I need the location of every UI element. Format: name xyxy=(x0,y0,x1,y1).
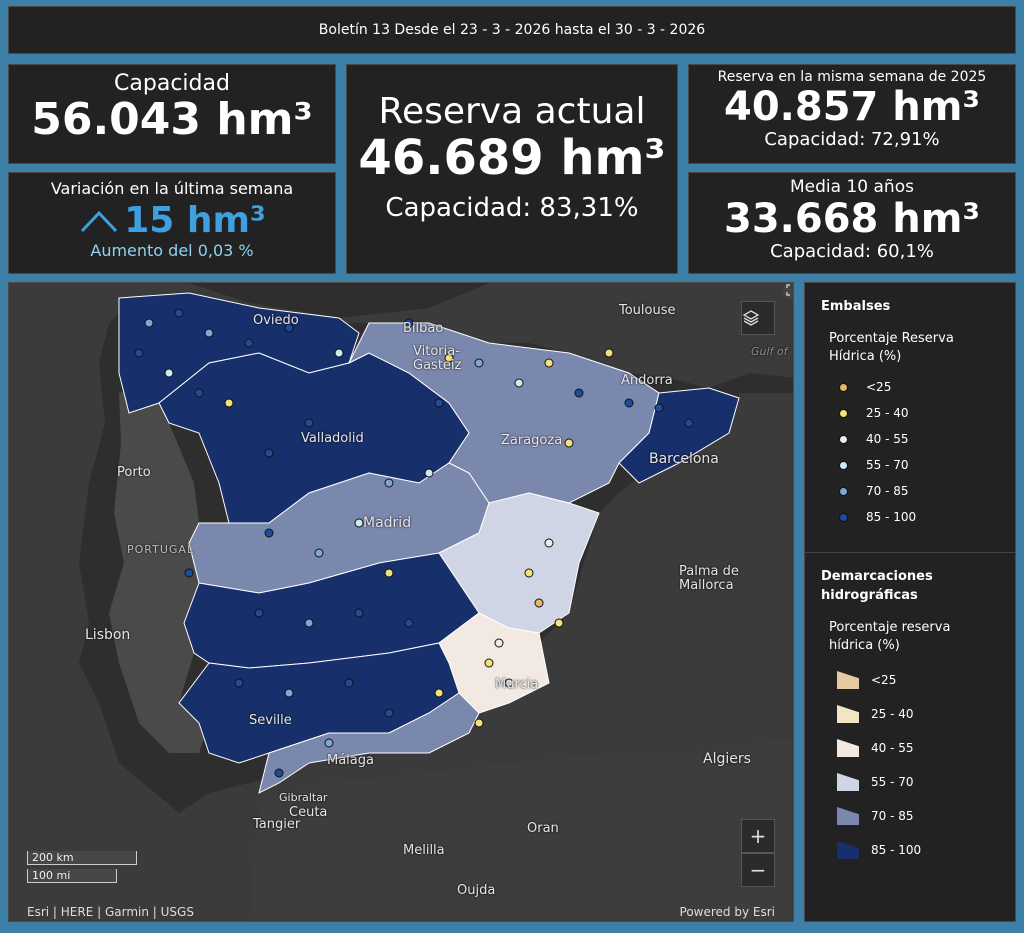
label-melilla: Melilla xyxy=(403,843,445,858)
label-valladolid: Valladolid xyxy=(301,431,364,446)
label-lisbon: Lisbon xyxy=(85,627,131,643)
last-year-value: 40.857 hm³ xyxy=(724,84,980,130)
label-gibraltar: Gibraltar xyxy=(279,791,328,804)
chevron-up-icon xyxy=(81,210,118,232)
legend-reservoir-item: 25 - 40 xyxy=(839,400,1015,426)
variation-card: Variación en la última semana 15 hm³ Aum… xyxy=(8,172,336,274)
label-oran: Oran xyxy=(527,821,559,836)
powered-by[interactable]: Powered by Esri xyxy=(679,905,775,919)
map-canvas[interactable] xyxy=(9,283,794,922)
capacity-value: 56.043 hm³ xyxy=(31,94,313,145)
legend-basin-item: 70 - 85 xyxy=(837,799,1015,833)
label-barcelona: Barcelona xyxy=(649,451,719,467)
variation-sub: Aumento del 0,03 % xyxy=(90,241,254,260)
legend-reservoir-item: 85 - 100 xyxy=(839,504,1015,530)
label-seville: Seville xyxy=(249,713,292,728)
scale-bar-km: 200 km xyxy=(27,851,137,865)
expand-button[interactable] xyxy=(783,283,793,299)
label-murcia: Murcia xyxy=(495,677,539,692)
average-10y-card: Media 10 años 33.668 hm³ Capacidad: 60,1… xyxy=(688,172,1016,274)
label-palma: Palma de Mallorca xyxy=(679,564,739,593)
layers-icon xyxy=(742,310,760,326)
zoom-out-button[interactable]: − xyxy=(741,853,775,887)
label-porto: Porto xyxy=(117,465,151,480)
legend-reservoir-item: 40 - 55 xyxy=(839,426,1015,452)
label-andorra: Andorra xyxy=(621,373,673,388)
current-reserve-value: 46.689 hm³ xyxy=(358,130,666,186)
average-10y-label: Media 10 años xyxy=(790,177,914,197)
map-legend: Embalses Porcentaje Reserva Hídrica (%) … xyxy=(804,282,1016,922)
current-reserve-capacity: Capacidad: 83,31% xyxy=(385,192,639,223)
legend-reservoir-item: <25 xyxy=(839,374,1015,400)
label-tangier: Tangier xyxy=(253,817,301,832)
capacity-label: Capacidad xyxy=(114,71,230,96)
label-toulouse: Toulouse xyxy=(619,303,676,318)
label-ceuta: Ceuta xyxy=(289,805,328,820)
legend-reservoir-item: 55 - 70 xyxy=(839,452,1015,478)
last-year-card: Reserva en la misma semana de 2025 40.85… xyxy=(688,64,1016,164)
label-oviedo: Oviedo xyxy=(253,313,299,328)
legend-basins-title: Demarcaciones hidrográficas xyxy=(821,569,933,603)
expand-icon xyxy=(786,284,790,296)
legend-basin-item: 55 - 70 xyxy=(837,765,1015,799)
label-portugal: PORTUGAL xyxy=(127,543,195,556)
average-10y-capacity: Capacidad: 60,1% xyxy=(770,241,934,262)
legend-basin-item: 85 - 100 xyxy=(837,833,1015,867)
reservoir-map[interactable]: Oviedo Bilbao Vitoria- Gasteiz Toulouse … xyxy=(8,282,794,922)
current-reserve-label: Reserva actual xyxy=(378,91,646,132)
variation-value: 15 hm³ xyxy=(124,200,266,241)
legend-reservoirs-title: Embalses xyxy=(821,299,891,314)
legend-basin-item: <25 xyxy=(837,663,1015,697)
label-malaga: Málaga xyxy=(327,753,374,768)
legend-basins-subtitle: Porcentaje reserva hídrica (%) xyxy=(829,620,951,653)
layers-button[interactable] xyxy=(741,301,775,335)
legend-basin-item: 40 - 55 xyxy=(837,731,1015,765)
map-attribution[interactable]: Esri | HERE | Garmin | USGS xyxy=(27,905,194,919)
label-zaragoza: Zaragoza xyxy=(501,433,563,448)
label-vitoria: Vitoria- Gasteiz xyxy=(413,344,462,373)
current-reserve-card: Reserva actual 46.689 hm³ Capacidad: 83,… xyxy=(346,64,678,274)
bulletin-title: Boletín 13 Desde el 23 - 3 - 2026 hasta … xyxy=(318,22,706,38)
label-madrid: Madrid xyxy=(363,515,412,531)
last-year-capacity: Capacidad: 72,91% xyxy=(764,129,940,150)
label-oujda: Oujda xyxy=(457,883,496,898)
label-algiers: Algiers xyxy=(703,751,751,767)
legend-divider: Demarcaciones hidrográficas Porcentaje r… xyxy=(805,552,1015,867)
label-gulf: Gulf of xyxy=(751,345,788,358)
scale-bar-mi: 100 mi xyxy=(27,869,117,883)
capacity-card: Capacidad 56.043 hm³ xyxy=(8,64,336,164)
variation-label: Variación en la última semana xyxy=(50,179,294,198)
zoom-in-button[interactable]: + xyxy=(741,819,775,853)
average-10y-value: 33.668 hm³ xyxy=(724,196,980,242)
legend-reservoirs-subtitle: Porcentaje Reserva Hídrica (%) xyxy=(829,331,954,364)
legend-reservoir-item: 70 - 85 xyxy=(839,478,1015,504)
last-year-label: Reserva en la misma semana de 2025 xyxy=(717,69,987,85)
legend-basin-item: 25 - 40 xyxy=(837,697,1015,731)
bulletin-header: Boletín 13 Desde el 23 - 3 - 2026 hasta … xyxy=(8,6,1016,54)
label-bilbao: Bilbao xyxy=(403,321,444,336)
